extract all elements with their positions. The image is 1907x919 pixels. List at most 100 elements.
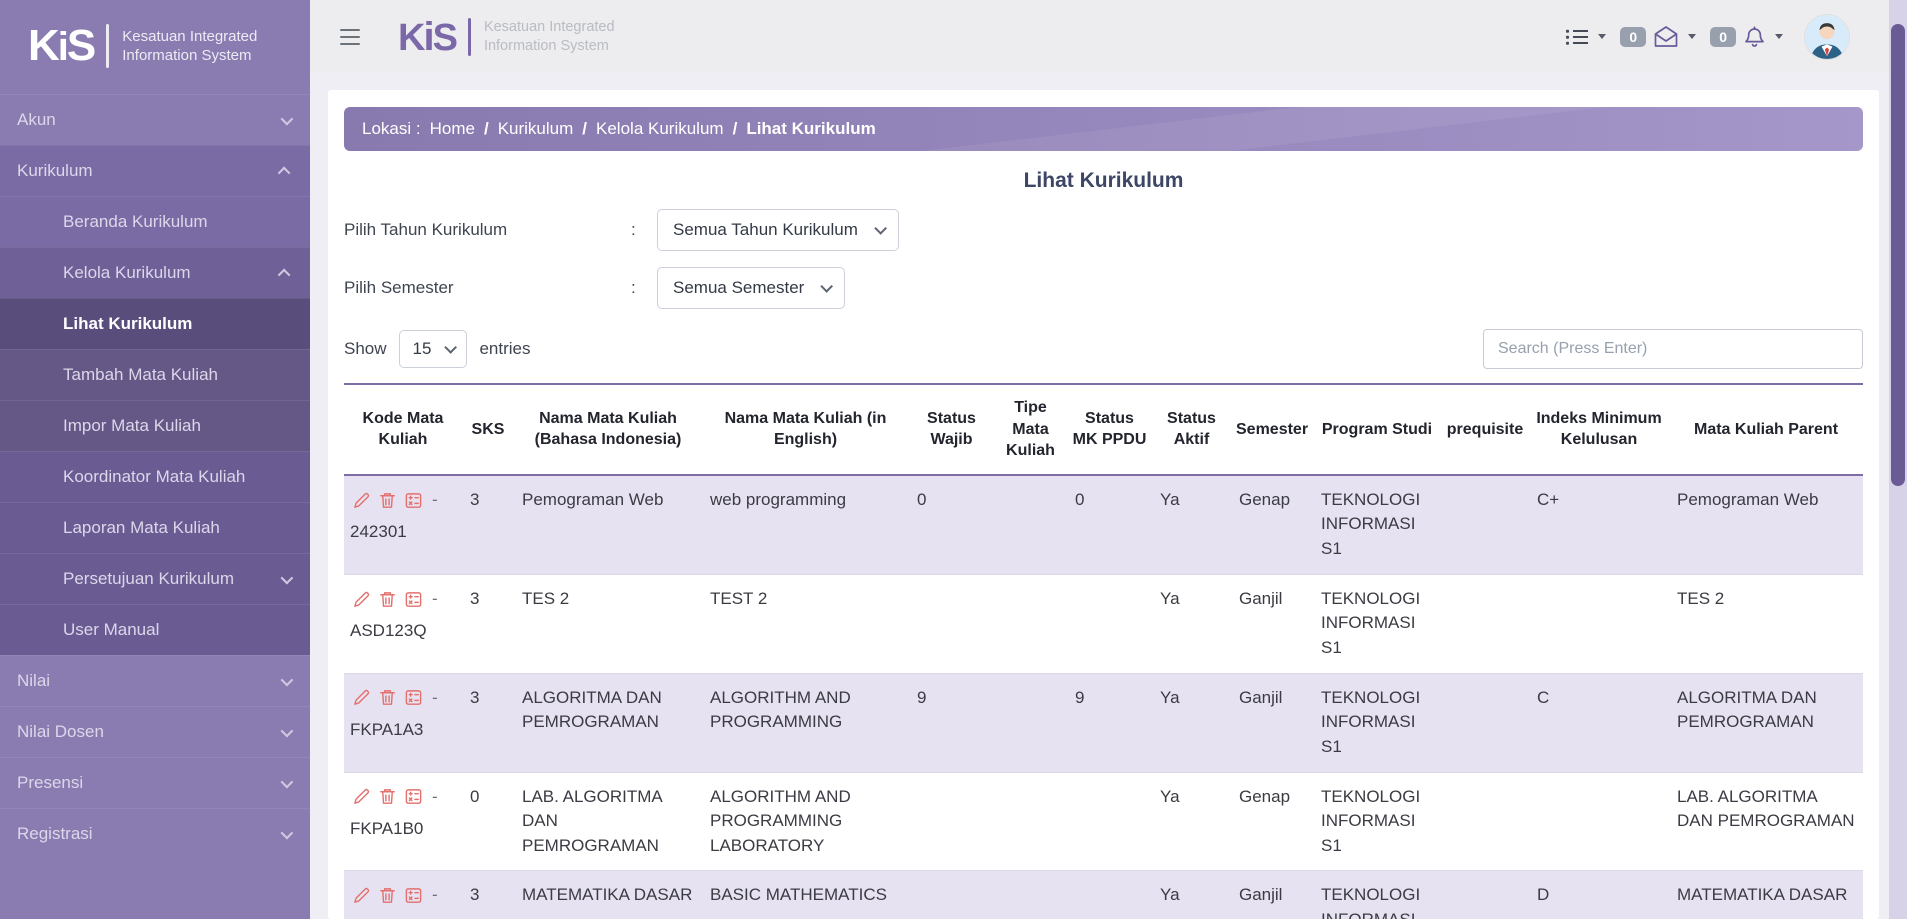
cell-program_studi: TEKNOLOGI INFORMASI S1 bbox=[1313, 772, 1441, 871]
sidebar-item-lihat-kurikulum[interactable]: Lihat Kurikulum bbox=[0, 298, 310, 349]
sidebar-item-label: Lihat Kurikulum bbox=[63, 314, 290, 334]
cell-status_mk_ppdu bbox=[1067, 772, 1152, 871]
cell-actions-code: - FKPA1C3 bbox=[344, 871, 462, 919]
filter-semester-label: Pilih Semester bbox=[344, 278, 631, 298]
main-area: KiS Kesatuan Integrated Information Syst… bbox=[310, 0, 1907, 919]
cell-name_en: BASIC MATHEMATICS bbox=[702, 871, 909, 919]
cell-tipe_mk bbox=[994, 673, 1067, 772]
cell-sks: 3 bbox=[462, 574, 514, 673]
cell-program_studi: TEKNOLOGI INFORMASI S1 bbox=[1313, 673, 1441, 772]
sidebar-item-label: Impor Mata Kuliah bbox=[63, 416, 290, 436]
breadcrumb-kelola-kurikulum[interactable]: Kelola Kurikulum bbox=[596, 119, 724, 139]
sidebar-item-persetujuan-kurikulum[interactable]: Persetujuan Kurikulum bbox=[0, 553, 310, 604]
page-size-value: 15 bbox=[413, 339, 432, 359]
sidebar-item-label: Presensi bbox=[17, 773, 281, 793]
sidebar-item-label: Nilai Dosen bbox=[17, 722, 281, 742]
sidebar-item-kelola-kurikulum[interactable]: Kelola Kurikulum bbox=[0, 247, 310, 298]
cell-status_mk_ppdu bbox=[1067, 574, 1152, 673]
cell-parent: LAB. ALGORITMA DAN PEMROGRAMAN bbox=[1669, 772, 1863, 871]
notification-count-badge: 0 bbox=[1710, 27, 1736, 47]
sidebar-item-label: Laporan Mata Kuliah bbox=[63, 518, 290, 538]
chevron-down-icon bbox=[874, 222, 887, 235]
sidebar-item-label: Persetujuan Kurikulum bbox=[63, 569, 281, 589]
chevron-down-icon bbox=[1598, 34, 1606, 39]
colon: : bbox=[631, 278, 657, 298]
notifications-button[interactable]: 0 bbox=[1710, 25, 1783, 49]
sidebar-item-label: Beranda Kurikulum bbox=[63, 212, 290, 232]
table-row: - ASD123Q 3TES 2TEST 2YaGanjilTEKNOLOGI … bbox=[344, 574, 1863, 673]
sidebar-item-tambah-mata-kuliah[interactable]: Tambah Mata Kuliah bbox=[0, 349, 310, 400]
scrollbar-thumb[interactable] bbox=[1891, 24, 1905, 486]
cell-name_en: ALGORITHM AND PROGRAMMING bbox=[702, 673, 909, 772]
chevron-down-icon bbox=[445, 341, 458, 354]
page-size-select[interactable]: 15 bbox=[399, 330, 468, 368]
cell-sks: 3 bbox=[462, 871, 514, 919]
cell-status_aktif: Ya bbox=[1152, 574, 1231, 673]
edit-icon[interactable] bbox=[352, 590, 371, 609]
column-header-10: prequisite bbox=[1441, 384, 1529, 475]
user-avatar[interactable] bbox=[1805, 15, 1849, 59]
sidebar-item-laporan-mata-kuliah[interactable]: Laporan Mata Kuliah bbox=[0, 502, 310, 553]
sidebar-item-koordinator-mata-kuliah[interactable]: Koordinator Mata Kuliah bbox=[0, 451, 310, 502]
edit-icon[interactable] bbox=[352, 688, 371, 707]
cell-status_mk_ppdu: 9 bbox=[1067, 673, 1152, 772]
sidebar-item-nilai-dosen[interactable]: Nilai Dosen bbox=[0, 706, 310, 757]
breadcrumb-home[interactable]: Home bbox=[430, 119, 475, 139]
sidebar-item-user-manual[interactable]: User Manual bbox=[0, 604, 310, 655]
column-header-1: SKS bbox=[462, 384, 514, 475]
topbar-logo: KiS Kesatuan Integrated Information Syst… bbox=[398, 17, 615, 57]
edit-icon[interactable] bbox=[352, 787, 371, 806]
detail-card-icon[interactable] bbox=[404, 886, 423, 905]
sidebar: KiS Kesatuan Integrated Information Syst… bbox=[0, 0, 310, 919]
messages-button[interactable]: 0 bbox=[1620, 25, 1696, 48]
column-header-7: Status Aktif bbox=[1152, 384, 1231, 475]
breadcrumb-separator: / bbox=[582, 119, 587, 139]
tahun-kurikulum-select[interactable]: Semua Tahun Kurikulum bbox=[657, 209, 899, 251]
cell-indeks_min bbox=[1529, 574, 1669, 673]
sidebar-item-nilai[interactable]: Nilai bbox=[0, 655, 310, 706]
page-scrollbar[interactable] bbox=[1889, 0, 1907, 919]
column-header-4: Status Wajib bbox=[909, 384, 994, 475]
sidebar-item-akun[interactable]: Akun bbox=[0, 94, 310, 145]
sidebar-item-registrasi[interactable]: Registrasi bbox=[0, 808, 310, 859]
detail-card-icon[interactable] bbox=[404, 590, 423, 609]
cell-status_wajib bbox=[909, 772, 994, 871]
chevron-icon bbox=[281, 673, 294, 686]
cell-actions-code: - FKPA1A3 bbox=[344, 673, 462, 772]
breadcrumb-kurikulum[interactable]: Kurikulum bbox=[498, 119, 574, 139]
sidebar-item-kurikulum[interactable]: Kurikulum bbox=[0, 145, 310, 196]
sidebar-item-impor-mata-kuliah[interactable]: Impor Mata Kuliah bbox=[0, 400, 310, 451]
show-entries-row: Show 15 entries bbox=[344, 329, 1863, 369]
detail-card-icon[interactable] bbox=[404, 787, 423, 806]
sidebar-item-beranda-kurikulum[interactable]: Beranda Kurikulum bbox=[0, 196, 310, 247]
search-input[interactable] bbox=[1483, 329, 1863, 369]
bell-icon bbox=[1743, 25, 1766, 49]
sidebar-item-label: Tambah Mata Kuliah bbox=[63, 365, 290, 385]
course-code: FKPA1A3 bbox=[350, 718, 454, 743]
edit-icon[interactable] bbox=[352, 491, 371, 510]
chevron-down-icon bbox=[821, 280, 834, 293]
delete-icon[interactable] bbox=[378, 590, 397, 609]
hamburger-menu-icon[interactable] bbox=[334, 23, 366, 51]
detail-card-icon[interactable] bbox=[404, 688, 423, 707]
sidebar-item-label: Registrasi bbox=[17, 824, 281, 844]
sidebar-nav: Akun Kurikulum Beranda Kurikulum Kelola … bbox=[0, 94, 310, 859]
delete-icon[interactable] bbox=[378, 787, 397, 806]
cell-semester: Ganjil bbox=[1231, 871, 1313, 919]
cell-status_wajib bbox=[909, 871, 994, 919]
mail-icon bbox=[1653, 25, 1679, 48]
topbar-actions: 0 0 bbox=[1565, 15, 1871, 59]
sidebar-item-presensi[interactable]: Presensi bbox=[0, 757, 310, 808]
tasks-menu-button[interactable] bbox=[1565, 27, 1606, 47]
kis-logo: KiS bbox=[398, 17, 456, 57]
sidebar-item-label: Akun bbox=[17, 110, 281, 130]
semester-select[interactable]: Semua Semester bbox=[657, 267, 845, 309]
cell-parent: MATEMATIKA DASAR bbox=[1669, 871, 1863, 919]
detail-card-icon[interactable] bbox=[404, 491, 423, 510]
delete-icon[interactable] bbox=[378, 886, 397, 905]
delete-icon[interactable] bbox=[378, 688, 397, 707]
cell-status_aktif: Ya bbox=[1152, 871, 1231, 919]
cell-tipe_mk bbox=[994, 475, 1067, 574]
delete-icon[interactable] bbox=[378, 491, 397, 510]
edit-icon[interactable] bbox=[352, 886, 371, 905]
